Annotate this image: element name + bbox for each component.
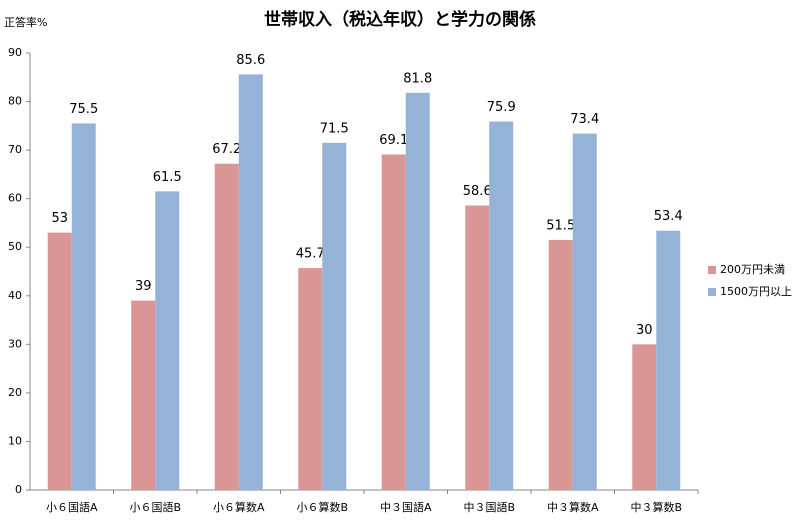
value-label: 75.9 [487,100,516,115]
bar [214,163,239,490]
value-label: 30 [636,323,653,338]
value-label: 61.5 [153,170,182,185]
y-tick-label: 60 [8,192,22,205]
value-label: 81.8 [403,71,432,86]
x-tick-label: 小６算数A [213,500,265,514]
value-label: 71.5 [320,121,349,136]
y-tick-label: 10 [8,434,22,447]
x-tick-label: 中３算数A [547,500,599,514]
value-label: 53 [51,211,68,226]
value-label: 67.2 [212,142,241,157]
bar [656,230,681,491]
bar [548,239,573,490]
value-label: 73.4 [570,112,599,127]
bar [47,232,72,490]
x-tick-label: 中３国語A [380,500,432,514]
legend-swatch [708,288,716,296]
bar [489,121,514,491]
y-tick-label: 90 [8,46,22,59]
chart-title: 世帯収入（税込年収）と学力の関係 [264,9,536,30]
x-tick-label: 小６国語B [129,500,181,514]
legend-label: 1500万円以上 [720,285,792,298]
x-tick-label: 中３国語B [463,500,515,514]
value-label: 58.6 [463,184,492,199]
bar [155,191,180,490]
y-tick-label: 50 [8,240,22,253]
bar [131,300,156,490]
bar [322,142,347,491]
bar [238,74,263,490]
value-label: 75.5 [69,102,98,117]
bar [381,154,406,490]
y-tick-label: 40 [8,289,22,302]
value-label: 39 [135,279,152,294]
bar [572,133,597,490]
value-label: 85.6 [236,53,265,68]
y-tick-label: 20 [8,386,22,399]
x-tick-label: 小６算数B [296,500,348,514]
bar [632,344,657,490]
y-tick-label: 80 [8,95,22,108]
value-label: 53.4 [654,209,683,224]
bar [298,268,323,490]
value-label: 69.1 [379,133,408,148]
x-tick-label: 小６国語A [46,500,98,514]
legend-swatch [708,266,716,274]
bar [71,123,96,491]
legend-label: 200万円未満 [720,263,785,276]
bar [405,92,430,490]
y-tick-label: 30 [8,337,22,350]
value-label: 51.5 [546,218,575,233]
y-axis-label: 正答率% [4,15,47,29]
x-tick-label: 中３算数B [630,500,682,514]
y-tick-label: 70 [8,143,22,156]
value-label: 45.7 [296,247,325,262]
y-tick-label: 0 [15,483,22,496]
bar [465,205,490,490]
